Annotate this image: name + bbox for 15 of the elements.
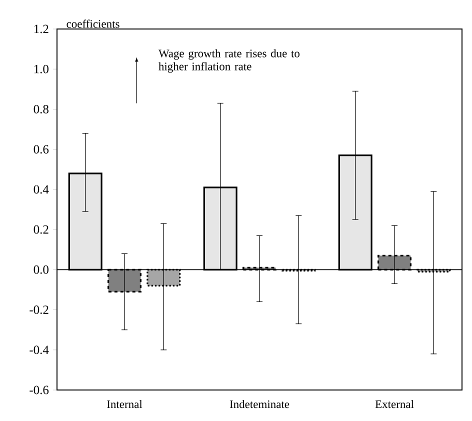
y-tick-label: 0.4 <box>34 185 49 194</box>
y-tick-label: 1.2 <box>34 24 48 34</box>
x-tick-label: Internal <box>107 400 142 408</box>
y-tick-label: 0.6 <box>34 145 49 154</box>
x-tick-label: External <box>375 400 414 408</box>
y-tick-label: 0.8 <box>34 104 48 114</box>
annotation: Wage growth rate rises due to higher inflation rate <box>158 49 300 73</box>
y-tick-label: 0.0 <box>34 265 48 274</box>
y-tick-label: 1.0 <box>34 64 48 74</box>
y-tick-label: -0.6 <box>30 386 49 394</box>
y-tick-label: 0.2 <box>34 225 48 234</box>
y-tick-label: -0.2 <box>30 306 48 314</box>
y-axis-title: coefficients <box>66 20 120 28</box>
x-tick-label: Indeteminate <box>230 400 290 408</box>
y-tick-label: -0.4 <box>30 346 49 354</box>
